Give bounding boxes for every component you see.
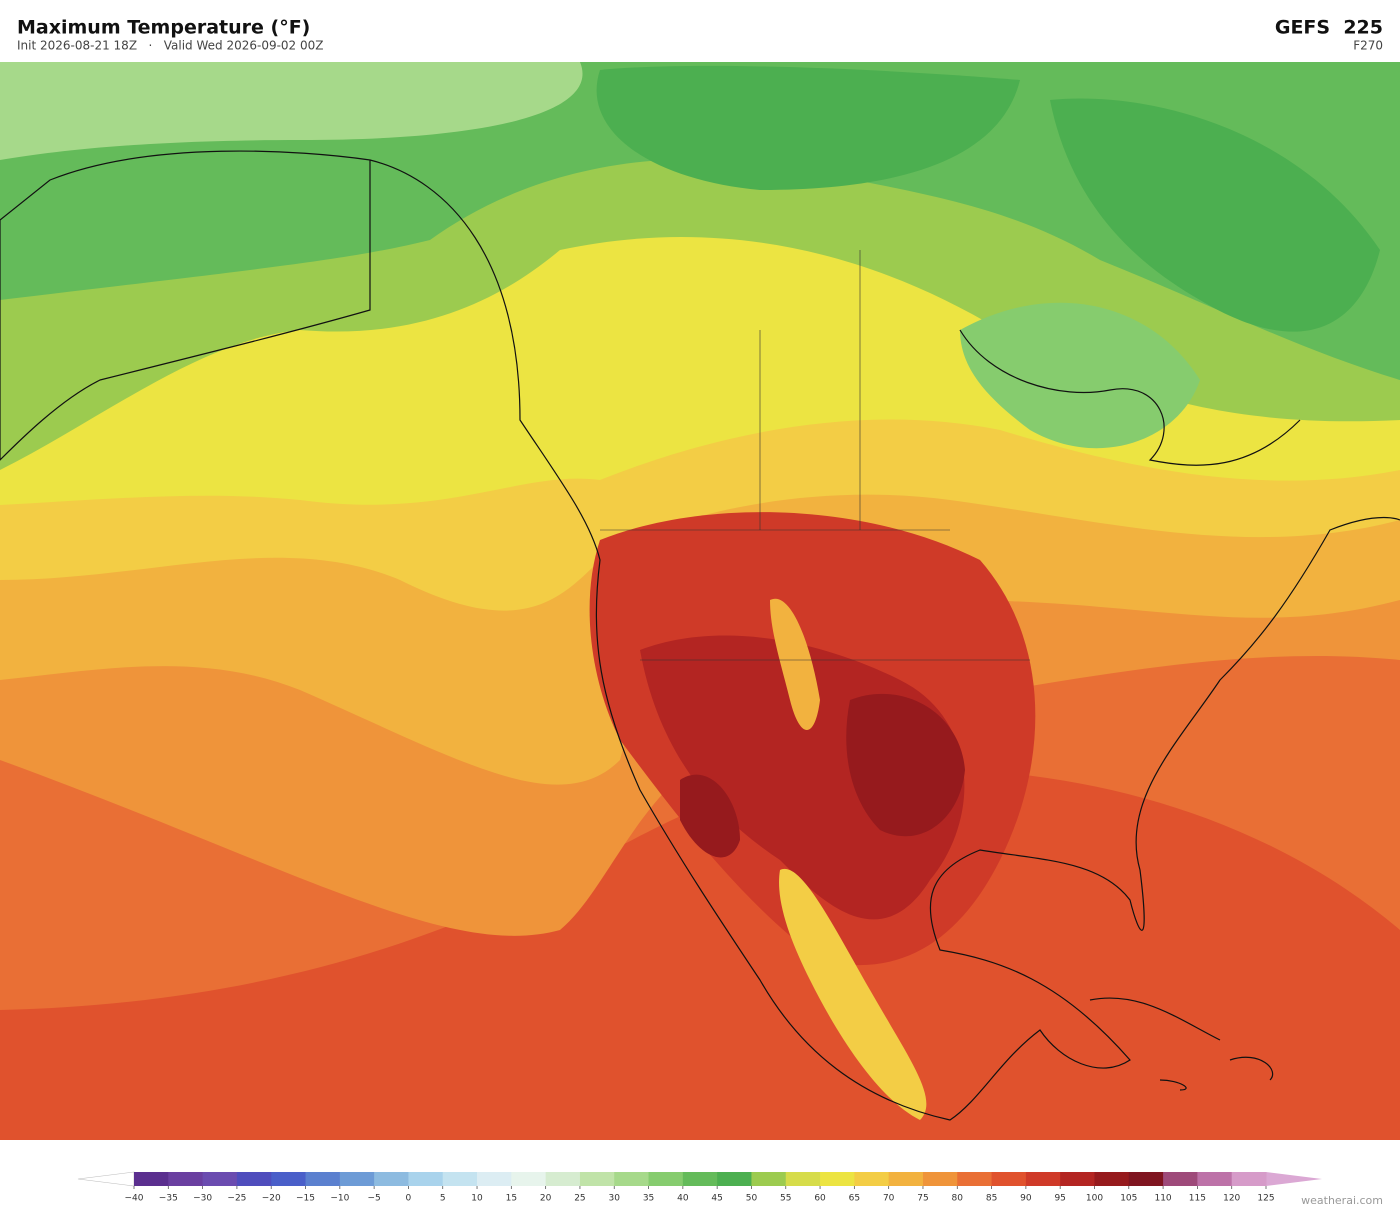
coastline <box>959 329 1301 466</box>
field <box>960 302 1200 449</box>
colorbar-tick-label: 0 <box>406 1194 412 1204</box>
colorbar-bin <box>1094 1172 1130 1186</box>
map <box>0 62 1400 1140</box>
colorbar-bin <box>1163 1172 1198 1186</box>
colorbar-tick-label: −20 <box>262 1194 281 1204</box>
watermark: weatherai.com <box>1301 1194 1383 1207</box>
field <box>596 65 1020 190</box>
colorbar-tick-label: −10 <box>330 1194 349 1204</box>
colorbar: −40 −35 −30 −25 −20 −15 −10 −5 0 5 10 15 20 25 30 35 40 4… <box>77 1171 1322 1204</box>
colorbar-bin <box>1231 1172 1267 1186</box>
field <box>680 774 740 858</box>
colorbar-tick-label: 60 <box>814 1194 826 1204</box>
colorbar-bin <box>1025 1172 1061 1186</box>
colorbar-tick-label: 55 <box>780 1194 791 1204</box>
colorbar-tick-label: 45 <box>711 1194 722 1204</box>
colorbar-tick-label: 105 <box>1120 1194 1137 1204</box>
colorbar-tick-label: 85 <box>986 1194 997 1204</box>
colorbar-bin <box>991 1172 1027 1186</box>
colorbar-tick-label: 35 <box>643 1194 654 1204</box>
colorbar-bin <box>477 1172 512 1186</box>
field <box>770 598 820 730</box>
colorbar-tick-label: 70 <box>883 1194 895 1204</box>
colorbar-tick-label: −15 <box>296 1194 315 1204</box>
field <box>846 693 965 837</box>
field <box>0 62 583 160</box>
coastline <box>369 159 1400 1121</box>
coastline <box>1089 997 1274 1091</box>
colorbar-tick-label: −5 <box>367 1194 380 1204</box>
field <box>1050 98 1380 332</box>
colorbar-bin <box>717 1172 752 1186</box>
colorbar-bin <box>1128 1172 1164 1186</box>
forecast-hour: F270 <box>1353 39 1383 53</box>
colorbar-tick-label: 10 <box>471 1194 483 1204</box>
colorbar-bin <box>374 1172 409 1186</box>
colorbar-tick-label: −25 <box>227 1194 246 1204</box>
colorbar-bin <box>442 1172 478 1186</box>
colorbar-tick-label: 95 <box>1054 1194 1065 1204</box>
colorbar-bin <box>922 1172 958 1186</box>
colorbar-bin <box>271 1172 307 1186</box>
border <box>600 250 1030 661</box>
title: Maximum Temperature (°F) <box>17 17 310 39</box>
colorbar-bin <box>1197 1172 1233 1186</box>
model: GEFS 225 <box>1275 17 1383 39</box>
colorbar-bin <box>785 1172 821 1186</box>
colorbar-tick-label: −35 <box>159 1194 178 1204</box>
coastline <box>0 150 371 461</box>
colorbar-tick-label: 110 <box>1154 1194 1171 1204</box>
colorbar-tick-label: 20 <box>540 1194 552 1204</box>
colorbar-bin <box>236 1172 272 1186</box>
colorbar-tick-label: 80 <box>952 1194 964 1204</box>
colorbar-bin <box>854 1172 890 1186</box>
colorbar-under <box>77 1171 135 1187</box>
colorbar-bin <box>545 1172 581 1186</box>
subtitle: Init 2026-08-21 18Z · Valid Wed 2026-09-… <box>17 39 324 53</box>
colorbar-tick-label: 65 <box>849 1194 860 1204</box>
colorbar-bin <box>134 1172 169 1186</box>
colorbar-tick-label: 90 <box>1020 1194 1032 1204</box>
colorbar-bin <box>614 1172 650 1186</box>
colorbar-bin <box>648 1172 684 1186</box>
colorbar-bin <box>820 1172 855 1186</box>
colorbar-tick-label: 75 <box>917 1194 928 1204</box>
colorbar-bin <box>1060 1172 1095 1186</box>
colorbar-tick-label: 50 <box>746 1194 758 1204</box>
colorbar-tick-label: −40 <box>125 1194 144 1204</box>
colorbar-bin <box>511 1172 547 1186</box>
colorbar-tick-label: 5 <box>440 1194 446 1204</box>
colorbar-tick-label: 30 <box>609 1194 621 1204</box>
colorbar-bin <box>339 1172 375 1186</box>
colorbar-bin <box>202 1172 238 1186</box>
colorbar-tick-label: 120 <box>1223 1194 1240 1204</box>
colorbar-bin <box>305 1172 341 1186</box>
colorbar-tick-label: 40 <box>677 1194 689 1204</box>
field <box>0 62 1400 380</box>
colorbar-tick-label: −30 <box>193 1194 212 1204</box>
field <box>779 868 927 1120</box>
colorbar-over <box>1266 1172 1322 1186</box>
colorbar-bin <box>957 1172 993 1186</box>
colorbar-bin <box>888 1172 924 1186</box>
colorbar-tick-label: 125 <box>1257 1194 1274 1204</box>
colorbar-tick-label: 115 <box>1189 1194 1206 1204</box>
colorbar-bin <box>751 1172 787 1186</box>
colorbar-bin <box>408 1172 444 1186</box>
colorbar-tick-label: 25 <box>574 1194 585 1204</box>
colorbar-bin <box>579 1172 615 1186</box>
colorbar-bin <box>682 1172 718 1186</box>
colorbar-tick-label: 15 <box>506 1194 517 1204</box>
colorbar-bin <box>168 1172 204 1186</box>
colorbar-tick-label: 100 <box>1086 1194 1103 1204</box>
